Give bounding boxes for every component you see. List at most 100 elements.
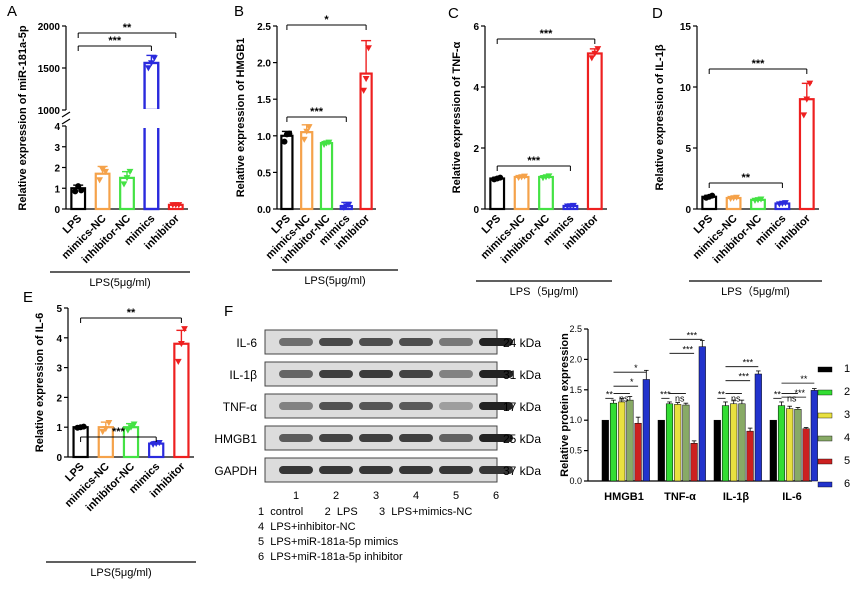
blot-kda-label: 31 kDa [503, 368, 541, 382]
panel-letters: A B C D E F [7, 3, 663, 320]
y-axis-label: Relative expression of IL-1β [654, 44, 666, 190]
panel-letter: B [234, 3, 244, 20]
data-point [99, 428, 107, 436]
blot-band [279, 434, 313, 442]
significance-label: ns [675, 393, 685, 403]
blot-band [319, 466, 353, 474]
data-point [96, 177, 103, 184]
legend-label: 1 [844, 363, 850, 375]
data-point [144, 65, 152, 72]
blot-band [279, 402, 313, 410]
y-axis-label: Relative expression of HMGB1 [235, 38, 247, 198]
legend-label: 4 [844, 432, 850, 444]
y-tick-label: 4 [54, 122, 60, 133]
bar [609, 402, 618, 482]
y-tick-label: 5 [56, 304, 62, 315]
blot-band [399, 338, 433, 346]
blot-kda-label: 25 kDa [503, 432, 541, 446]
y-tick-label: 2 [56, 393, 62, 404]
bar [642, 379, 650, 482]
blot-band [319, 338, 353, 346]
blot-kda-label: 17 kDa [503, 400, 541, 414]
y-tick-label: 2 [54, 164, 60, 175]
bar [798, 98, 815, 211]
panel-letter: C [448, 5, 459, 22]
category-label: HMGB1 [604, 491, 644, 503]
y-tick-label: 2.0 [257, 59, 271, 70]
blot-band [359, 466, 393, 474]
blot-band [359, 338, 393, 346]
bar [746, 430, 754, 482]
panel-letter: D [652, 5, 663, 22]
blot-band [479, 338, 513, 346]
significance-label: ** [127, 307, 136, 319]
lane-number: 3 [373, 490, 379, 502]
bar [319, 142, 334, 211]
lane-number: 1 [293, 490, 299, 502]
legend-label: 2 [844, 386, 850, 398]
data-point [709, 192, 716, 199]
lane-legend-line: 4 LPS+inhibitor-NC [258, 521, 356, 533]
axis-break [61, 111, 71, 118]
data-point [178, 341, 185, 348]
y-tick-label: 0.0 [257, 205, 271, 216]
data-point [757, 196, 765, 203]
bar [657, 419, 665, 482]
bar [359, 72, 373, 211]
y-tick-label: 0.5 [569, 446, 582, 456]
blot-row-label: IL-1β [229, 368, 257, 382]
significance-label: ns [619, 393, 629, 403]
significance-label: *** [743, 358, 754, 368]
bar [489, 177, 506, 211]
y-tick-label: 6 [473, 22, 479, 33]
blot-band [279, 370, 313, 378]
significance-label: *** [540, 28, 554, 40]
legend-label: 6 [844, 478, 850, 490]
data-point [151, 55, 158, 62]
data-point [155, 439, 163, 447]
legend-swatch [817, 481, 833, 488]
panel-b: 0.0 0.5 1.0 1.5 2.0 2.5 Relative expression of… [235, 14, 398, 287]
bar [730, 403, 738, 482]
lane-legend-line: 1 control 2 LPS 3 LPS+mimics-NC [258, 506, 472, 518]
bar [786, 408, 794, 482]
category-label: IL-1β [723, 491, 750, 503]
blot-band [479, 370, 513, 378]
blot-band [479, 466, 513, 474]
y-tick-label: 0.0 [569, 476, 582, 486]
y-tick-label: 1.0 [569, 415, 582, 425]
blot-band [279, 466, 313, 474]
significance-label: ** [123, 22, 132, 34]
data-point [181, 326, 188, 333]
blot-row-label: TNF-α [223, 400, 257, 414]
significance-label: *** [310, 106, 324, 118]
bar [665, 403, 674, 482]
data-point [803, 96, 811, 103]
data-point [102, 168, 110, 176]
significance-label: *** [112, 426, 126, 438]
blot-kda-label: 24 kDa [503, 336, 541, 350]
significance-label: *** [683, 344, 694, 354]
bar [143, 124, 160, 211]
blot-row-label: GAPDH [214, 464, 257, 478]
data-point [521, 173, 529, 180]
y-tick-label: 4 [56, 334, 62, 345]
bar-break-gap [142, 125, 161, 128]
lane-number: 4 [413, 490, 419, 502]
blot-band [399, 466, 433, 474]
panel-a: 0 1 2 3 4 1000 1500 2000 Relative expression of … [17, 22, 190, 289]
significance-label: * [324, 14, 329, 26]
data-point [594, 46, 602, 53]
axis-break [61, 118, 71, 125]
blot-row-label: IL-6 [236, 336, 257, 350]
significance-label: *** [527, 155, 541, 167]
bar-break-gap [142, 111, 161, 125]
y-tick-label: 4 [473, 83, 479, 94]
data-point [72, 188, 79, 195]
data-point [325, 139, 333, 146]
significance-label: *** [660, 389, 671, 399]
y-tick-label: 0 [54, 205, 60, 216]
